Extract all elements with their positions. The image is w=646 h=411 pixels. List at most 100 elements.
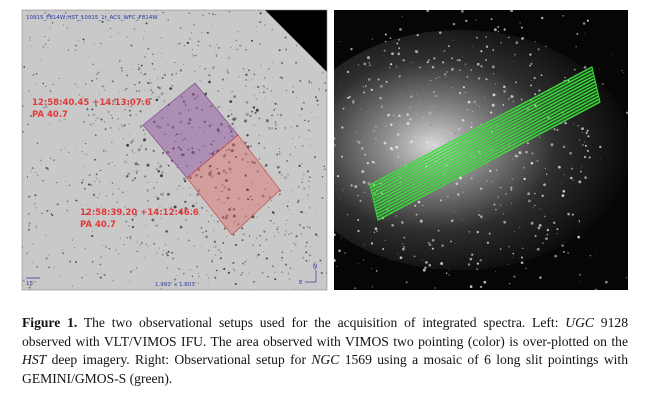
star bbox=[152, 149, 155, 153]
star bbox=[144, 256, 146, 259]
star bbox=[390, 123, 393, 126]
star bbox=[196, 95, 199, 98]
star bbox=[283, 176, 286, 179]
star bbox=[485, 78, 488, 81]
star bbox=[205, 146, 207, 148]
star bbox=[174, 253, 177, 255]
star bbox=[515, 41, 519, 45]
star bbox=[530, 84, 532, 87]
star bbox=[155, 224, 158, 227]
star bbox=[567, 212, 570, 216]
star bbox=[151, 94, 153, 96]
star bbox=[146, 163, 150, 167]
star bbox=[512, 257, 514, 258]
star bbox=[84, 142, 87, 145]
star bbox=[222, 169, 226, 173]
star bbox=[57, 126, 59, 127]
star bbox=[273, 126, 275, 128]
star bbox=[257, 85, 260, 88]
star bbox=[466, 109, 468, 111]
star bbox=[469, 257, 473, 261]
star bbox=[285, 230, 288, 233]
star bbox=[264, 24, 266, 26]
star bbox=[145, 225, 147, 227]
star bbox=[99, 169, 102, 172]
star bbox=[212, 67, 214, 70]
star bbox=[94, 196, 96, 198]
star bbox=[339, 41, 341, 42]
star bbox=[203, 145, 205, 147]
star bbox=[231, 143, 236, 147]
vimos-pointing-2 bbox=[186, 134, 281, 236]
star bbox=[60, 120, 63, 123]
star bbox=[364, 153, 367, 156]
star bbox=[198, 272, 200, 274]
star bbox=[397, 38, 400, 41]
star bbox=[95, 134, 97, 136]
star bbox=[595, 288, 598, 290]
star bbox=[160, 218, 162, 219]
star bbox=[202, 14, 204, 16]
star bbox=[180, 153, 183, 156]
pointing-coords: 12:58:39.20 +14:12:46.6 bbox=[80, 208, 199, 218]
star bbox=[147, 91, 149, 93]
star bbox=[219, 257, 222, 260]
star bbox=[354, 185, 358, 189]
star bbox=[84, 166, 85, 168]
star bbox=[368, 62, 371, 64]
star bbox=[314, 255, 316, 257]
star bbox=[230, 207, 232, 208]
star bbox=[489, 169, 492, 173]
star bbox=[428, 111, 432, 115]
star bbox=[196, 193, 200, 196]
star bbox=[129, 270, 132, 273]
star bbox=[167, 190, 169, 192]
star bbox=[492, 93, 496, 97]
star bbox=[207, 115, 208, 116]
star bbox=[173, 278, 176, 281]
star bbox=[195, 107, 198, 110]
star bbox=[596, 249, 598, 251]
star bbox=[416, 33, 419, 37]
star bbox=[578, 219, 581, 222]
star bbox=[541, 194, 544, 197]
star bbox=[58, 77, 60, 79]
star bbox=[159, 247, 161, 249]
star bbox=[298, 164, 301, 167]
star bbox=[510, 18, 512, 19]
star bbox=[82, 121, 84, 123]
star bbox=[571, 213, 574, 216]
star bbox=[95, 77, 98, 80]
star bbox=[278, 171, 281, 174]
star bbox=[113, 209, 115, 211]
star bbox=[225, 214, 229, 218]
star bbox=[42, 45, 45, 48]
star bbox=[552, 221, 556, 225]
star bbox=[263, 251, 265, 252]
star bbox=[587, 135, 590, 138]
star bbox=[139, 148, 141, 149]
star bbox=[546, 228, 550, 232]
star bbox=[497, 25, 500, 28]
star bbox=[214, 186, 217, 189]
star bbox=[78, 138, 80, 140]
star bbox=[201, 231, 204, 234]
star bbox=[276, 153, 279, 156]
star bbox=[540, 16, 544, 20]
star bbox=[184, 207, 186, 210]
star bbox=[441, 61, 445, 64]
star bbox=[294, 146, 296, 148]
star bbox=[264, 165, 266, 167]
star bbox=[393, 122, 396, 124]
star bbox=[461, 218, 463, 220]
star bbox=[527, 192, 530, 196]
star bbox=[137, 68, 140, 71]
star bbox=[582, 22, 586, 25]
star bbox=[22, 279, 25, 282]
star bbox=[277, 226, 279, 228]
star bbox=[200, 226, 203, 229]
star bbox=[187, 251, 189, 253]
star bbox=[510, 94, 512, 96]
star bbox=[213, 229, 215, 232]
star bbox=[243, 233, 245, 236]
